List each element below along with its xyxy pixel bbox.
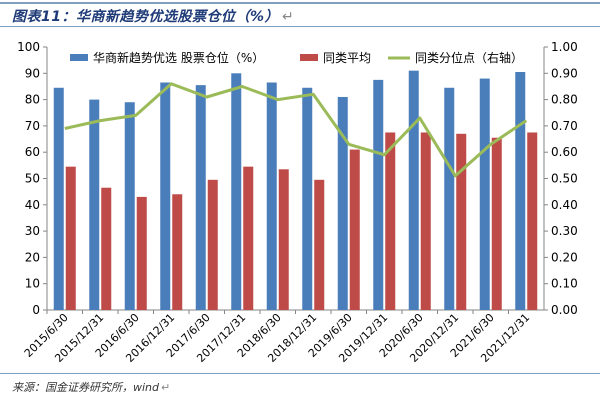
- bar-peer-average: [491, 137, 502, 310]
- source-note: 来源：国金证券研究所，wind ↵: [12, 379, 170, 395]
- y-right-tick-label: 0.30: [551, 224, 578, 238]
- y-right-tick-label: 0.10: [551, 277, 578, 291]
- bar-fund-position: [373, 79, 384, 310]
- y-right-tick-label: 0.00: [551, 303, 578, 317]
- y-right-tick-label: 0.80: [551, 93, 578, 107]
- source-text: 来源：国金证券研究所，wind: [12, 381, 160, 394]
- bar-peer-average: [243, 166, 254, 310]
- y-left-tick-label: 100: [17, 40, 40, 54]
- bar-fund-position: [515, 71, 526, 310]
- y-left-tick-label: 50: [25, 172, 40, 186]
- bar-fund-position: [479, 78, 490, 310]
- bar-peer-average: [385, 132, 396, 310]
- bar-fund-position: [195, 85, 206, 310]
- y-right-tick-label: 0.90: [551, 66, 578, 80]
- top-rule: [0, 2, 600, 4]
- line-percentile: [64, 82, 528, 178]
- bar-fund-position: [53, 87, 64, 310]
- title-divider: [0, 26, 600, 27]
- bar-fund-position: [302, 87, 313, 310]
- source-divider: [0, 373, 600, 374]
- y-left-tick-label: 90: [25, 66, 40, 80]
- bar-fund-position: [408, 70, 419, 310]
- y-left-tick-label: 30: [25, 224, 40, 238]
- bar-fund-position: [89, 99, 100, 310]
- bar-fund-position: [337, 96, 348, 310]
- y-right-tick-label: 0.40: [551, 198, 578, 212]
- bar-peer-average: [314, 179, 325, 310]
- legend-swatch-fund: [70, 54, 88, 61]
- bar-peer-average: [349, 149, 360, 310]
- legend-swatch-average: [300, 54, 318, 61]
- legend-label-fund: 华商新趋势优选 股票仓位（%）: [93, 50, 264, 65]
- bar-fund-position: [266, 82, 277, 310]
- y-left-tick-label: 70: [25, 119, 40, 133]
- y-right-tick-label: 0.70: [551, 119, 578, 133]
- y-left-tick-label: 40: [25, 198, 40, 212]
- bar-peer-average: [278, 169, 289, 310]
- chart: 0 10 20 30 40 50 60 70 80 90 100 0.00 0.10 0.20 0.30 0.…: [17, 40, 578, 365]
- figure-title: 图表11：华商新趋势优选股票仓位（%） ↵: [12, 6, 294, 26]
- y-left-tick-label: 80: [25, 93, 40, 107]
- y-left-tick-label: 0: [32, 303, 40, 317]
- bar-peer-average: [527, 132, 538, 310]
- paragraph-mark-icon: ↵: [161, 381, 171, 394]
- figure-title-text: 图表11：华商新趋势优选股票仓位（%）: [12, 9, 280, 25]
- y-left-tick-label: 60: [25, 145, 40, 159]
- bar-fund-position: [160, 82, 171, 310]
- bar-peer-average: [456, 133, 467, 310]
- bar-peer-average: [207, 179, 218, 310]
- y-left-tick-label: 20: [25, 250, 40, 264]
- bar-fund-position: [231, 73, 242, 310]
- y-right-tick-label: 0.60: [551, 145, 578, 159]
- y-left-tick-label: 10: [25, 277, 40, 291]
- legend-label-percentile: 同类分位点（右轴）: [415, 50, 523, 65]
- bar-peer-average: [136, 196, 147, 310]
- y-right-tick-label: 0.50: [551, 172, 578, 186]
- y-right-tick-label: 1.00: [551, 40, 578, 54]
- legend-label-average: 同类平均: [323, 51, 371, 65]
- bar-peer-average: [101, 187, 112, 310]
- bar-peer-average: [420, 132, 431, 310]
- bar-peer-average: [172, 194, 183, 310]
- bar-peer-average: [65, 166, 76, 310]
- y-right-tick-label: 0.20: [551, 250, 578, 264]
- bar-fund-position: [124, 102, 135, 310]
- paragraph-mark-icon: ↵: [282, 9, 295, 25]
- bar-fund-position: [444, 87, 455, 310]
